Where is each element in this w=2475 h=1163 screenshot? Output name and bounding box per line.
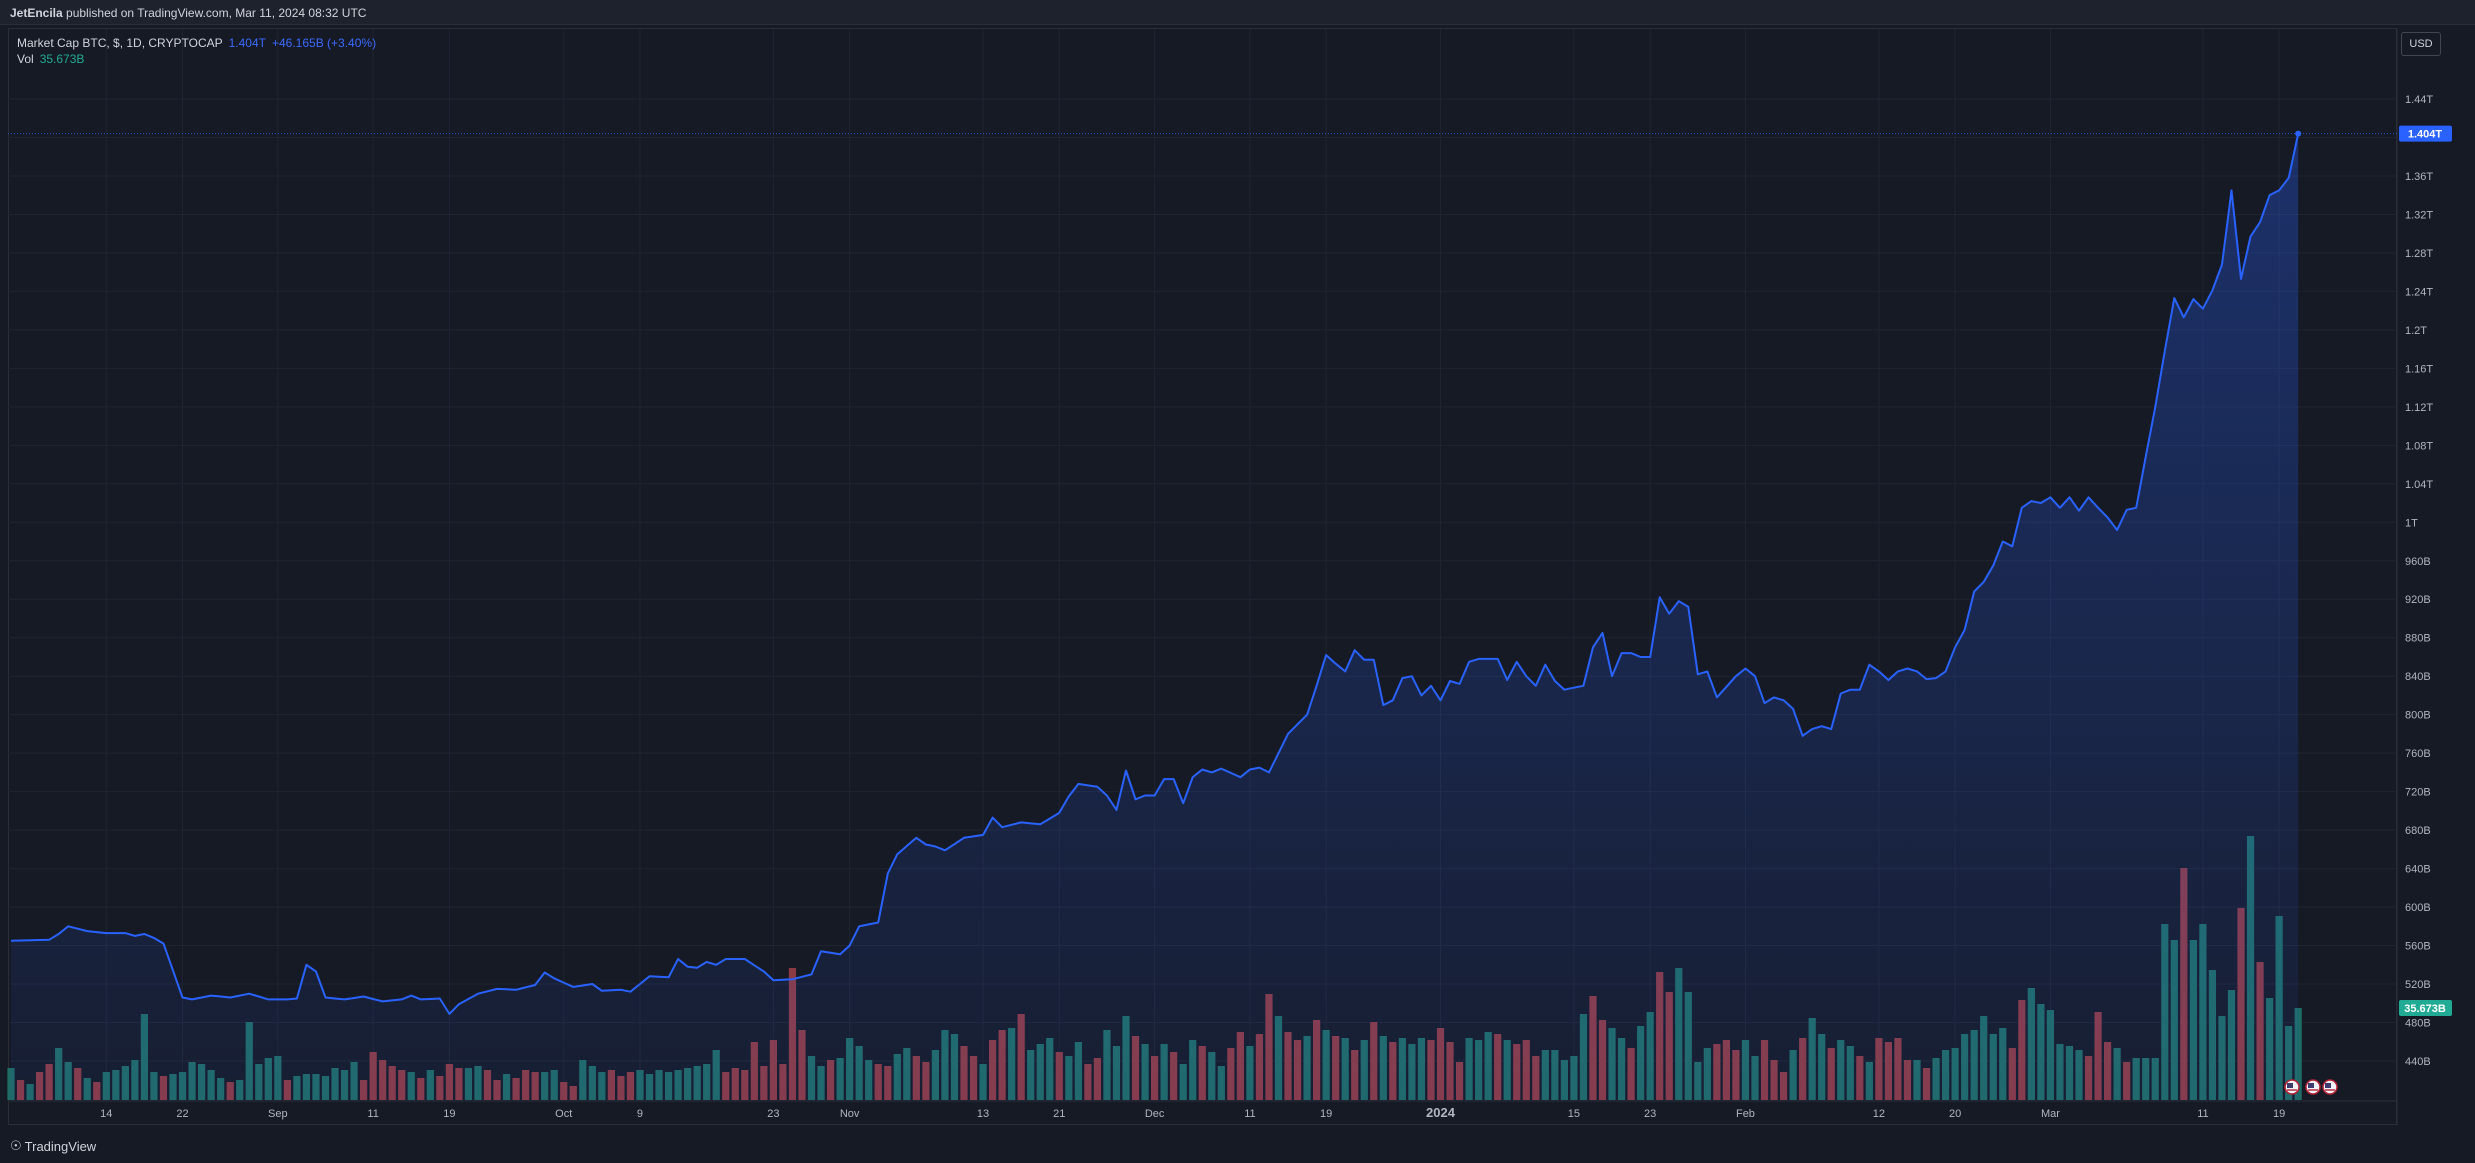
x-tick-label: Mar (2041, 1108, 2060, 1120)
y-tick-label: 840B (2405, 671, 2431, 683)
y-tick-label: 920B (2405, 594, 2431, 606)
publish-header: JetEncila published on TradingView.com, … (0, 0, 2475, 25)
x-tick-label: Feb (1736, 1108, 1755, 1120)
y-tick-label: 880B (2405, 633, 2431, 645)
y-tick-label: 440B (2405, 1056, 2431, 1068)
y-tick-label: 520B (2405, 979, 2431, 991)
event-flag-canton (2325, 1083, 2331, 1088)
y-tick-label: 1.12T (2405, 402, 2433, 414)
y-tick-label: 960B (2405, 556, 2431, 568)
y-tick-label: 1.36T (2405, 171, 2433, 183)
footer-brand-label: TradingView (24, 1138, 97, 1154)
y-tick-label: 800B (2405, 710, 2431, 722)
x-tick-label: 11 (367, 1108, 378, 1120)
legend-vol-row[interactable]: Vol 35.673B (17, 51, 376, 67)
area-fill-path (11, 133, 2299, 1102)
last-value-dot (2295, 130, 2302, 137)
x-tick-label: 2024 (1426, 1105, 1456, 1120)
x-tick-label: 19 (1320, 1108, 1332, 1120)
y-tick-label: 1.24T (2405, 286, 2433, 298)
y-tick-label: 1.2T (2405, 325, 2427, 337)
event-markers (2284, 1079, 2338, 1095)
x-tick-label: 14 (100, 1108, 112, 1120)
x-tick-label: Nov (840, 1108, 860, 1120)
area-fill (11, 133, 2299, 1102)
event-flag-canton (2287, 1083, 2293, 1088)
x-axis: 14 22 Sep 11 19 Oct 9 23 Nov 13 21 Dec 11 19 2024 15 23 F… (8, 1100, 2397, 1120)
y-tick-label: 760B (2405, 748, 2431, 760)
y-tick-label: 1.16T (2405, 363, 2433, 375)
legend-change: +46.165B (+3.40%) (271, 36, 377, 50)
x-tick-label: 9 (637, 1108, 643, 1120)
x-tick-label: 15 (1568, 1108, 1580, 1120)
x-tick-label: Sep (268, 1108, 288, 1120)
legend-last-value: 1.404T (228, 36, 266, 50)
y-tick-label: 1.32T (2405, 209, 2433, 221)
currency-button[interactable]: USD (2401, 32, 2441, 56)
x-tick-label: 22 (176, 1108, 188, 1120)
event-flag-icon (2284, 1079, 2300, 1095)
publish-info: JetEncila published on TradingView.com, … (10, 6, 366, 20)
legend-main-row[interactable]: Market Cap BTC, $, 1D, CRYPTOCAP 1.404T +4… (17, 35, 376, 51)
last-value-badge-label: 1.404T (2408, 129, 2443, 141)
x-tick-label: 19 (2273, 1108, 2285, 1120)
y-tick-label: 1.28T (2405, 248, 2433, 260)
price-badges: 1.404T 35.673B (8, 125, 2452, 1016)
last-value-badge-bg (2399, 125, 2452, 142)
x-tick-label: Oct (555, 1108, 572, 1120)
y-tick-label: 1T (2405, 517, 2418, 529)
x-tick-label: 23 (1644, 1108, 1656, 1120)
y-tick-label: 1.08T (2405, 440, 2433, 452)
event-flag-canton (2308, 1083, 2314, 1088)
author-name[interactable]: JetEncila (10, 6, 63, 20)
y-tick-label: 1.44T (2405, 94, 2433, 106)
y-tick-label: 600B (2405, 902, 2431, 914)
price-line-path (10, 133, 2300, 1015)
event-flag-icon (2305, 1079, 2321, 1095)
y-tick-label: 640B (2405, 864, 2431, 876)
x-tick-label: 20 (1949, 1108, 1961, 1120)
y-axis: 440B 480B 520B 560B 600B 640B 680B 720B 760B 800B… (2396, 29, 2433, 1125)
volume-badge-bg (2399, 1000, 2452, 1016)
publish-text: published on TradingView.com, Mar 11, 20… (62, 6, 367, 20)
footer: ☉ TradingView (0, 1128, 2475, 1163)
x-tick-label: 11 (2197, 1108, 2208, 1120)
y-tick-label: 680B (2405, 825, 2431, 837)
y-tick-label: 480B (2405, 1018, 2431, 1030)
y-tick-label: 560B (2405, 941, 2431, 953)
tradingview-brand[interactable]: ☉ TradingView (10, 1138, 96, 1154)
price-line (10, 133, 2300, 1015)
x-tick-label: 12 (1873, 1108, 1885, 1120)
y-tick-label: 720B (2405, 787, 2431, 799)
chart-legend: Market Cap BTC, $, 1D, CRYPTOCAP 1.404T +4… (17, 35, 376, 67)
event-flag-icon (2322, 1079, 2338, 1095)
volume-badge-label: 35.673B (2404, 1003, 2446, 1015)
volume-bar (2294, 1008, 2302, 1100)
x-tick-label: 23 (767, 1108, 779, 1120)
tradingview-logo-icon: ☉ (10, 1138, 22, 1153)
x-tick-label: 19 (443, 1108, 455, 1120)
legend-vol-label: Vol (17, 52, 34, 66)
legend-symbol: Market Cap BTC, $, 1D, CRYPTOCAP (17, 36, 223, 50)
x-tick-label: Dec (1145, 1108, 1165, 1120)
x-tick-label: 11 (1244, 1108, 1255, 1120)
y-tick-label: 1.04T (2405, 479, 2433, 491)
x-tick-label: 13 (977, 1108, 989, 1120)
x-tick-label: 21 (1053, 1108, 1065, 1120)
legend-vol-value: 35.673B (39, 52, 85, 66)
